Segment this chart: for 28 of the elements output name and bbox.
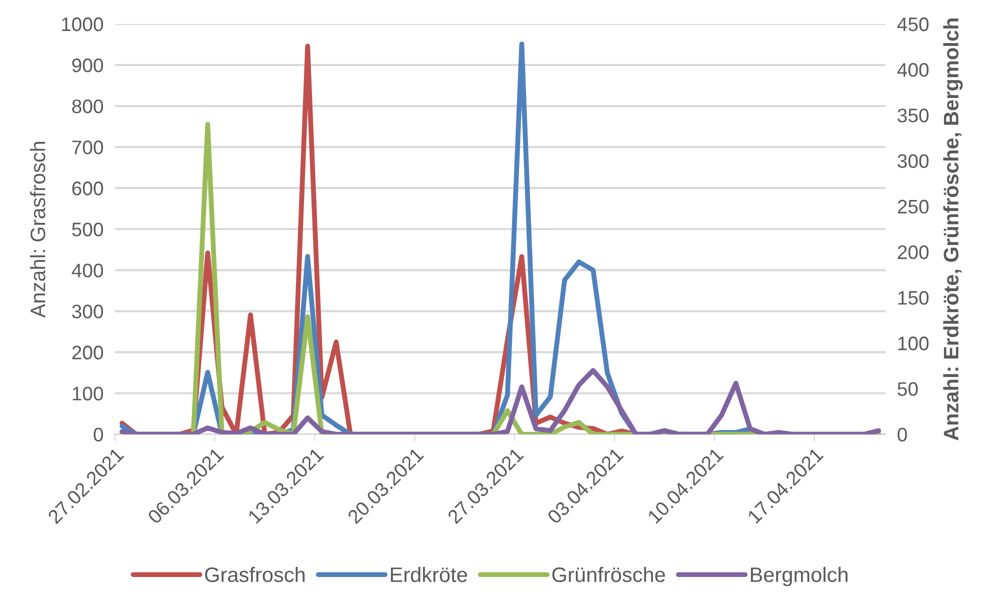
y-tick-label: 800	[72, 99, 104, 114]
y-tick-label: 400	[72, 264, 104, 278]
y2-tick-label: 300	[898, 154, 929, 168]
y2-tick-label: 400	[897, 63, 929, 77]
y-tick-label: 200	[72, 346, 104, 360]
y2-tick-label: 100	[898, 336, 929, 350]
y2-tick-label: 0	[898, 428, 907, 442]
y2-tick-label: 350	[898, 108, 929, 122]
y-tick-label: 1000	[62, 17, 104, 32]
y2-tick-label: 450	[897, 17, 929, 32]
y2-tick-label: 200	[898, 245, 929, 260]
y2-tick-label: 250	[898, 200, 929, 214]
legend-label: Erdkröte	[390, 566, 468, 582]
y2-tick-label: 50	[898, 382, 918, 396]
legend-label: Grünfrösche	[552, 566, 665, 582]
line-series	[120, 368, 882, 434]
legend-label: Bergmolch	[750, 566, 848, 586]
y-tick-label: 100	[72, 386, 104, 400]
y-tick-label: 0	[94, 428, 104, 442]
y2-axis-title: Anzahl: Erdkröte, Grünfrösche, Bergmolch	[943, 18, 963, 440]
y-tick-label: 500	[72, 222, 104, 236]
y-axis-title: Anzahl: Grasfrosch	[30, 142, 46, 318]
legend-label: Grasfrosch	[205, 566, 305, 582]
y-tick-label: 300	[72, 304, 104, 318]
y-tick-label: 900	[72, 58, 104, 72]
y2-tick-label: 150	[898, 290, 929, 305]
y-tick-label: 700	[72, 140, 104, 154]
y-tick-label: 600	[72, 182, 104, 196]
